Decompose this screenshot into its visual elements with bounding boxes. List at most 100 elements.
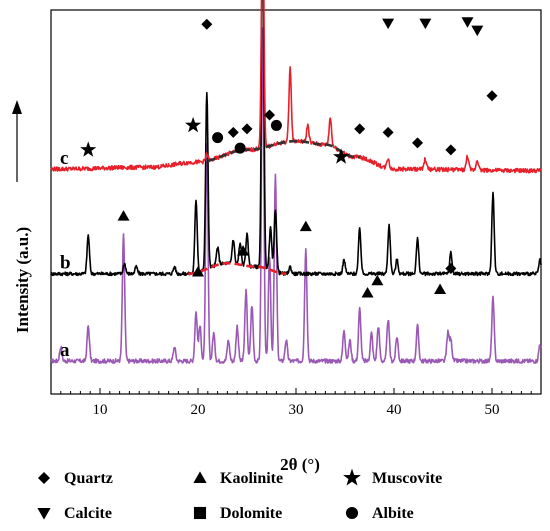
calcite-marker bbox=[471, 25, 484, 37]
muscovite-marker bbox=[80, 141, 97, 157]
trace-labels: a b c bbox=[60, 148, 71, 361]
plot-frame bbox=[50, 9, 542, 395]
kaolinite-marker bbox=[361, 286, 374, 298]
muscovite-icon bbox=[343, 468, 361, 486]
quartz-marker bbox=[412, 137, 424, 149]
albite-marker bbox=[212, 132, 224, 144]
y-axis-label: Intensity (a.u.) bbox=[13, 227, 32, 333]
legend: Quartz Kaolinite Muscovite Calcite Dolomite A… bbox=[37, 468, 442, 522]
legend-item-dolomite: Dolomite bbox=[193, 505, 282, 522]
x-axis-label: 2θ (°) bbox=[280, 455, 320, 474]
calcite-triangle bbox=[37, 508, 51, 520]
quartz-diamond bbox=[227, 126, 239, 138]
calcite-marker bbox=[419, 18, 432, 30]
calcite-triangle bbox=[419, 18, 432, 30]
legend-item-muscovite: Muscovite bbox=[343, 468, 442, 487]
muscovite-marker bbox=[185, 116, 202, 133]
quartz-diamond bbox=[486, 90, 498, 102]
legend-item-albite: Albite bbox=[345, 505, 414, 522]
albite-marker bbox=[270, 119, 282, 131]
kaolinite-marker bbox=[371, 274, 384, 286]
legend-item-quartz: Quartz bbox=[37, 470, 113, 487]
muscovite-star bbox=[333, 148, 350, 164]
quartz-marker bbox=[445, 144, 457, 156]
albite-circle bbox=[212, 132, 224, 144]
amorphous-fit-b bbox=[188, 261, 287, 276]
muscovite-marker bbox=[333, 148, 350, 164]
trace-label-c: c bbox=[60, 148, 68, 169]
amorphous-fit-c bbox=[207, 139, 360, 163]
quartz-diamond bbox=[382, 126, 394, 138]
phase-markers bbox=[80, 17, 498, 298]
kaolinite-marker bbox=[117, 210, 130, 221]
kaolinite-triangle bbox=[371, 274, 384, 286]
muscovite-star bbox=[343, 468, 361, 486]
quartz-diamond bbox=[264, 109, 276, 121]
x-tick-label: 30 bbox=[289, 402, 304, 418]
calcite-triangle bbox=[382, 18, 395, 30]
kaolinite-marker bbox=[434, 283, 447, 294]
albite-icon bbox=[345, 506, 359, 520]
albite-circle bbox=[234, 142, 246, 154]
dolomite-square bbox=[193, 506, 207, 520]
quartz-diamond bbox=[37, 471, 51, 485]
legend-item-calcite: Calcite bbox=[37, 505, 112, 522]
calcite-marker bbox=[461, 17, 474, 28]
calcite-triangle bbox=[471, 25, 484, 37]
xrd-traces bbox=[50, 0, 542, 364]
quartz-diamond bbox=[201, 18, 213, 30]
quartz-marker bbox=[201, 18, 213, 30]
quartz-icon bbox=[37, 471, 51, 485]
legend-label-albite: Albite bbox=[372, 505, 414, 522]
trace-label-b: b bbox=[60, 253, 71, 274]
quartz-diamond bbox=[445, 263, 457, 275]
muscovite-star bbox=[80, 141, 97, 157]
legend-label-muscovite: Muscovite bbox=[372, 470, 442, 487]
x-tick-label: 50 bbox=[485, 402, 500, 418]
quartz-diamond bbox=[354, 123, 366, 135]
y-axis: Intensity (a.u.) bbox=[12, 100, 32, 333]
calcite-marker bbox=[382, 18, 395, 30]
kaolinite-triangle bbox=[434, 283, 447, 294]
kaolinite-triangle bbox=[117, 210, 130, 221]
quartz-marker bbox=[264, 109, 276, 121]
quartz-marker bbox=[445, 263, 457, 275]
albite-circle bbox=[270, 119, 282, 131]
kaolinite-icon bbox=[193, 471, 207, 483]
quartz-diamond bbox=[445, 144, 457, 156]
quartz-diamond bbox=[241, 123, 253, 135]
quartz-marker bbox=[382, 126, 394, 138]
x-tick-label: 40 bbox=[387, 402, 402, 418]
legend-label-calcite: Calcite bbox=[64, 505, 112, 522]
kaolinite-marker bbox=[299, 220, 312, 232]
muscovite-star bbox=[185, 116, 202, 133]
quartz-marker bbox=[354, 123, 366, 135]
quartz-marker bbox=[241, 123, 253, 135]
x-tick-label: 10 bbox=[93, 402, 108, 418]
quartz-diamond bbox=[412, 137, 424, 149]
legend-label-kaolinite: Kaolinite bbox=[220, 470, 283, 487]
dolomite-icon bbox=[193, 506, 207, 520]
trace-label-a: a bbox=[60, 340, 70, 361]
quartz-marker bbox=[486, 90, 498, 102]
trace-b bbox=[50, 0, 542, 277]
amorphous-fits bbox=[188, 139, 360, 276]
legend-label-quartz: Quartz bbox=[64, 470, 113, 487]
quartz-marker bbox=[227, 126, 239, 138]
kaolinite-triangle bbox=[237, 245, 250, 256]
calcite-triangle bbox=[461, 17, 474, 28]
legend-label-dolomite: Dolomite bbox=[220, 505, 282, 522]
kaolinite-marker bbox=[192, 266, 204, 277]
kaolinite-triangle bbox=[193, 471, 207, 483]
albite-marker bbox=[234, 142, 246, 154]
kaolinite-triangle bbox=[192, 266, 204, 277]
y-axis-arrow-head bbox=[12, 100, 22, 114]
legend-item-kaolinite: Kaolinite bbox=[193, 470, 283, 487]
x-tick-label: 20 bbox=[191, 402, 206, 418]
calcite-icon bbox=[37, 508, 51, 520]
kaolinite-marker bbox=[237, 245, 250, 256]
x-axis: 2θ (°) 10 20 30 40 50 bbox=[50, 388, 542, 474]
kaolinite-triangle bbox=[361, 286, 374, 298]
kaolinite-triangle bbox=[299, 220, 312, 232]
